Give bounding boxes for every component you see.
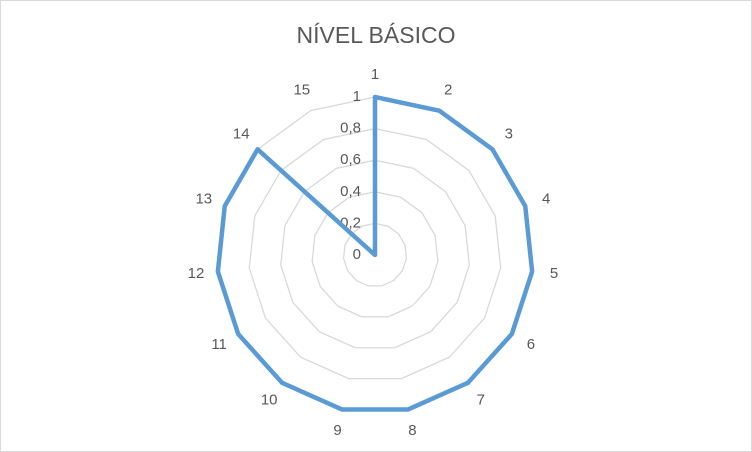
chart-title: NÍVEL BÁSICO [297, 22, 456, 48]
category-label: 2 [444, 82, 452, 99]
category-label: 5 [550, 265, 558, 282]
category-label: 6 [527, 336, 535, 353]
y-tick-label: 0,6 [340, 151, 361, 168]
category-label: 8 [408, 422, 416, 439]
category-label: 15 [293, 82, 310, 99]
y-tick-label: 0,8 [340, 120, 361, 137]
y-tick-label: 1 [353, 88, 361, 105]
y-tick-label: 0 [353, 246, 361, 263]
category-label: 7 [477, 392, 485, 409]
grid-ring [280, 159, 470, 349]
category-label: 10 [261, 392, 278, 409]
category-label: 12 [188, 265, 205, 282]
category-label: 11 [211, 336, 227, 353]
series-line [215, 94, 535, 412]
grid-ring [342, 222, 408, 287]
category-label: 3 [505, 126, 513, 143]
grid-ring [248, 127, 502, 380]
category-label: 14 [233, 126, 250, 143]
y-tick-label: 0,4 [340, 183, 361, 200]
category-label: 1 [371, 66, 379, 83]
category-label: 9 [333, 422, 341, 439]
category-label: 13 [195, 190, 212, 207]
category-label: 4 [542, 190, 550, 207]
grid-ring [311, 191, 439, 318]
